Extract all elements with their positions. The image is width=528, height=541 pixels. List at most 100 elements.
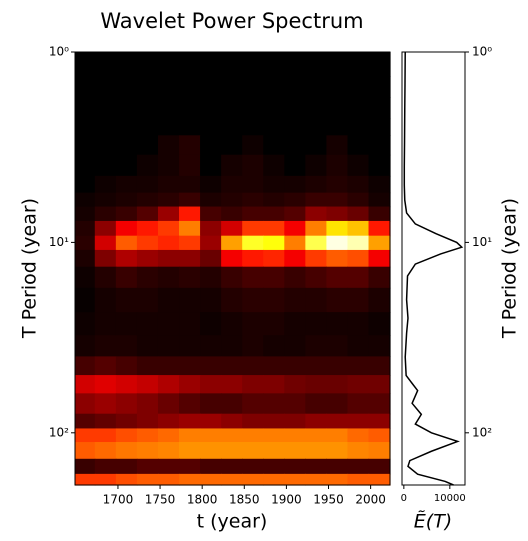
heat-cell [179,473,201,486]
heat-cell [263,442,285,460]
heat-cell [221,52,243,77]
heat-cell [94,413,117,430]
heat-cell [200,375,222,394]
heat-cell [115,220,138,237]
heat-cell [115,249,138,268]
heat-cell [157,97,180,120]
heat-cell [263,175,285,194]
heat-cell [305,135,328,156]
heat-cell [368,335,391,357]
heat-cell [75,52,96,77]
heat-cell [347,356,370,376]
heat-cell [179,375,201,394]
heat-cell [326,97,349,120]
heat-cell [221,249,243,268]
heat-cell [242,428,264,443]
heat-cell [200,473,222,486]
heat-cell [115,76,138,99]
heat-cell [136,97,159,120]
heat-cell [94,428,117,443]
heat-cell [326,135,349,156]
heat-cell [242,266,264,289]
heat-cell [75,393,96,415]
heat-cell [157,393,180,415]
heat-cell [115,52,138,77]
heat-cell [200,458,222,475]
heat-cell [94,118,117,136]
heat-cell [347,175,370,194]
heat-cell [94,442,117,460]
heat-cell [242,154,264,177]
heat-cell [94,287,117,313]
heat-cell [326,473,349,486]
heat-cell [200,312,222,336]
heat-cell [221,206,243,222]
heat-cell [347,375,370,394]
side-x-axis-label: Ẽ(T) [414,510,452,533]
heat-cell [157,118,180,136]
heat-cell [221,220,243,237]
heat-cell [157,206,180,222]
heat-cell [115,442,138,460]
heat-cell [179,287,201,313]
heat-cell [115,473,138,486]
y-tick-label: 10¹ [49,235,69,249]
heat-cell [347,76,370,99]
heat-cell [136,473,159,486]
heat-cell [263,312,285,336]
heat-cell [115,356,138,376]
heat-cell [179,442,201,460]
heat-cell [242,220,264,237]
heat-cell [242,473,264,486]
heat-cell [305,97,328,120]
heat-cell [115,206,138,222]
heat-cell [263,76,285,99]
heat-cell [368,118,391,136]
heat-cell [347,266,370,289]
heat-cell [284,118,306,136]
heat-cell [347,249,370,268]
heat-cell [136,335,159,357]
heat-cell [115,175,138,194]
heat-cell [305,413,328,430]
heat-cell [179,356,201,376]
heat-cell [157,413,180,430]
heat-cell [263,287,285,313]
heat-cell [368,76,391,99]
heat-cell [347,287,370,313]
heat-cell [94,175,117,194]
heat-cell [115,192,138,208]
heat-cell [347,154,370,177]
heat-cell [221,118,243,136]
heat-cell [347,118,370,136]
heat-cell [136,428,159,443]
heat-cell [263,135,285,156]
heat-cell [200,442,222,460]
heat-cell [242,206,264,222]
heat-cell [347,97,370,120]
heat-cell [326,266,349,289]
heat-cell [136,266,159,289]
heat-cell [284,266,306,289]
heat-cell [200,175,222,194]
heat-cell [115,413,138,430]
heat-cell [242,287,264,313]
heat-cell [200,220,222,237]
heat-cell [157,473,180,486]
heat-cell [305,76,328,99]
heat-cell [157,192,180,208]
heat-cell [221,154,243,177]
heat-cell [347,192,370,208]
heat-cell [75,135,96,156]
x-tick-label: 1850 [229,493,260,507]
heat-cell [179,428,201,443]
heat-cell [263,52,285,77]
heat-cell [75,266,96,289]
heat-cell [242,393,264,415]
heat-cell [200,335,222,357]
heat-cell [284,206,306,222]
heat-cell [326,154,349,177]
heat-cell [200,235,222,251]
heat-cell [284,312,306,336]
heat-cell [305,175,328,194]
